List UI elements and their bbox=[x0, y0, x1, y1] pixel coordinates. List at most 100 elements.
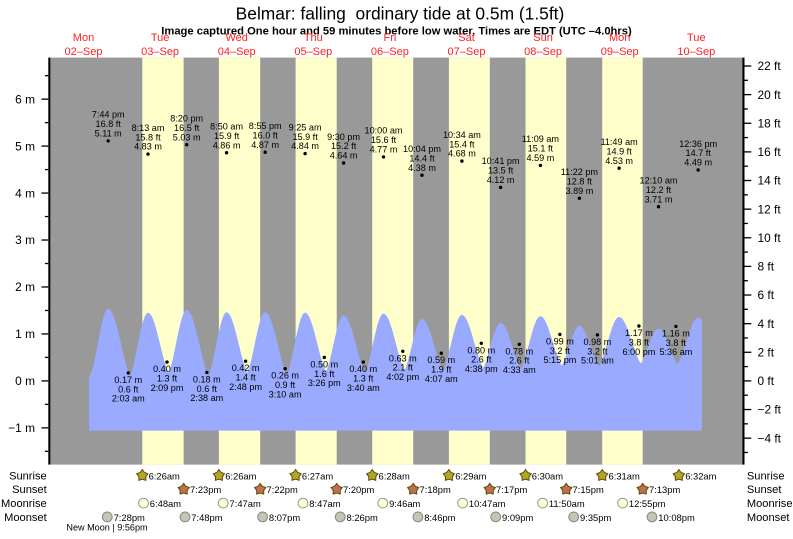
svg-text:12:10 am: 12:10 am bbox=[640, 176, 678, 186]
svg-text:5:01 am: 5:01 am bbox=[581, 356, 614, 366]
svg-text:07–Sep: 07–Sep bbox=[448, 46, 486, 58]
svg-text:15.2 ft: 15.2 ft bbox=[331, 141, 357, 151]
svg-text:09–Sep: 09–Sep bbox=[601, 46, 639, 58]
svg-text:6 ft: 6 ft bbox=[758, 288, 775, 302]
svg-text:0 m: 0 m bbox=[15, 374, 35, 388]
svg-text:Wed: Wed bbox=[225, 32, 247, 44]
svg-text:11:50am: 11:50am bbox=[549, 498, 585, 509]
svg-text:2 ft: 2 ft bbox=[758, 346, 775, 360]
svg-text:12 ft: 12 ft bbox=[758, 202, 782, 216]
svg-text:0.26 m: 0.26 m bbox=[271, 371, 299, 381]
svg-text:6:48am: 6:48am bbox=[150, 498, 181, 509]
svg-text:1.6 ft: 1.6 ft bbox=[314, 369, 335, 379]
svg-text:16 ft: 16 ft bbox=[758, 145, 782, 159]
svg-text:4:02 pm: 4:02 pm bbox=[386, 372, 419, 382]
svg-text:7:44 pm: 7:44 pm bbox=[92, 110, 125, 120]
svg-text:16.0 ft: 16.0 ft bbox=[253, 130, 279, 140]
svg-text:Moonrise: Moonrise bbox=[747, 498, 793, 510]
svg-text:7:47am: 7:47am bbox=[230, 498, 261, 509]
svg-text:12:55pm: 12:55pm bbox=[629, 498, 666, 509]
svg-text:3:10 am: 3:10 am bbox=[269, 390, 302, 400]
svg-text:1.4 ft: 1.4 ft bbox=[235, 373, 256, 383]
svg-text:8:07pm: 8:07pm bbox=[269, 512, 300, 523]
svg-text:15.8 ft: 15.8 ft bbox=[135, 132, 161, 142]
svg-text:5.03 m: 5.03 m bbox=[173, 132, 201, 142]
svg-text:04–Sep: 04–Sep bbox=[218, 46, 256, 58]
svg-text:8 ft: 8 ft bbox=[758, 260, 775, 274]
svg-text:7:17pm: 7:17pm bbox=[496, 484, 527, 495]
svg-text:2.1 ft: 2.1 ft bbox=[393, 363, 414, 373]
svg-text:8:26pm: 8:26pm bbox=[347, 512, 378, 523]
svg-text:08–Sep: 08–Sep bbox=[524, 46, 562, 58]
svg-text:4.64 m: 4.64 m bbox=[330, 151, 358, 161]
svg-text:7:22pm: 7:22pm bbox=[267, 484, 298, 495]
svg-text:8:13 am: 8:13 am bbox=[132, 123, 165, 133]
svg-text:1.17 m: 1.17 m bbox=[625, 328, 653, 338]
svg-text:5:15 pm: 5:15 pm bbox=[543, 355, 576, 365]
svg-text:0.18 m: 0.18 m bbox=[193, 374, 221, 384]
svg-text:Sunset: Sunset bbox=[747, 484, 782, 496]
svg-text:0.78 m: 0.78 m bbox=[505, 346, 533, 356]
svg-text:Image captured One hour and 59: Image captured One hour and 59 minutes b… bbox=[161, 26, 632, 38]
svg-text:06–Sep: 06–Sep bbox=[371, 46, 409, 58]
svg-text:15.9 ft: 15.9 ft bbox=[214, 131, 240, 141]
svg-text:7:20pm: 7:20pm bbox=[343, 484, 374, 495]
svg-text:8:47am: 8:47am bbox=[309, 498, 340, 509]
svg-text:4:07 am: 4:07 am bbox=[425, 374, 458, 384]
svg-text:4:33 am: 4:33 am bbox=[503, 365, 536, 375]
svg-text:0.98 m: 0.98 m bbox=[583, 337, 611, 347]
svg-text:2:09 pm: 2:09 pm bbox=[151, 383, 184, 393]
svg-text:4.38 m: 4.38 m bbox=[408, 163, 436, 173]
svg-text:6:32am: 6:32am bbox=[685, 470, 716, 481]
svg-text:Belmar: falling ordinary tide: Belmar: falling ordinary tide at 0.5m (1… bbox=[236, 3, 565, 23]
svg-text:6:27am: 6:27am bbox=[302, 470, 333, 481]
svg-text:Moonset: Moonset bbox=[4, 512, 47, 524]
svg-text:6:26am: 6:26am bbox=[225, 470, 256, 481]
svg-text:22 ft: 22 ft bbox=[758, 59, 782, 73]
svg-text:4.86 m: 4.86 m bbox=[213, 140, 241, 150]
svg-text:0.6 ft: 0.6 ft bbox=[197, 384, 218, 394]
svg-text:4:38 pm: 4:38 pm bbox=[465, 364, 498, 374]
svg-text:6:29am: 6:29am bbox=[455, 470, 486, 481]
svg-text:18 ft: 18 ft bbox=[758, 117, 782, 131]
svg-text:2 m: 2 m bbox=[15, 280, 35, 294]
svg-text:2:38 am: 2:38 am bbox=[190, 393, 223, 403]
svg-text:0.50 m: 0.50 m bbox=[310, 359, 338, 369]
svg-text:7:23pm: 7:23pm bbox=[190, 484, 221, 495]
svg-text:10:04 pm: 10:04 pm bbox=[403, 144, 441, 154]
svg-text:11:22 pm: 11:22 pm bbox=[561, 167, 598, 177]
svg-text:Thu: Thu bbox=[304, 32, 323, 44]
svg-text:0.99 m: 0.99 m bbox=[546, 336, 574, 346]
svg-text:1.3 ft: 1.3 ft bbox=[157, 374, 178, 384]
svg-text:Mon: Mon bbox=[609, 32, 630, 44]
svg-text:3.8 ft: 3.8 ft bbox=[629, 337, 650, 347]
svg-text:2:48 pm: 2:48 pm bbox=[229, 382, 262, 392]
svg-text:9:09pm: 9:09pm bbox=[502, 512, 533, 523]
svg-text:4.53 m: 4.53 m bbox=[605, 156, 633, 166]
svg-text:7:18pm: 7:18pm bbox=[420, 484, 451, 495]
svg-text:0.6 ft: 0.6 ft bbox=[118, 384, 139, 394]
svg-text:7:48pm: 7:48pm bbox=[191, 512, 222, 523]
svg-text:9:46am: 9:46am bbox=[389, 498, 420, 509]
svg-text:12.8 ft: 12.8 ft bbox=[567, 176, 593, 186]
svg-text:9:25 am: 9:25 am bbox=[289, 122, 322, 132]
svg-text:11:49 am: 11:49 am bbox=[600, 137, 637, 147]
svg-text:3:40 am: 3:40 am bbox=[347, 383, 380, 393]
svg-text:1 m: 1 m bbox=[15, 327, 35, 341]
svg-text:Sunset: Sunset bbox=[12, 484, 47, 496]
svg-text:Fri: Fri bbox=[383, 32, 396, 44]
svg-text:4.77 m: 4.77 m bbox=[370, 145, 398, 155]
svg-text:15.4 ft: 15.4 ft bbox=[449, 139, 475, 149]
svg-text:3:26 pm: 3:26 pm bbox=[308, 378, 341, 388]
svg-text:1.9 ft: 1.9 ft bbox=[431, 365, 452, 375]
svg-text:−4 ft: −4 ft bbox=[758, 431, 782, 445]
svg-text:−1 m: −1 m bbox=[8, 421, 35, 435]
svg-text:14.9 ft: 14.9 ft bbox=[606, 146, 632, 156]
svg-text:3.89 m: 3.89 m bbox=[565, 186, 593, 196]
svg-text:4.87 m: 4.87 m bbox=[251, 140, 279, 150]
svg-text:4.83 m: 4.83 m bbox=[134, 142, 162, 152]
svg-text:6:28am: 6:28am bbox=[379, 470, 410, 481]
svg-text:0.40 m: 0.40 m bbox=[349, 364, 377, 374]
svg-text:12:36 pm: 12:36 pm bbox=[679, 139, 717, 149]
svg-text:3.8 ft: 3.8 ft bbox=[666, 338, 687, 348]
